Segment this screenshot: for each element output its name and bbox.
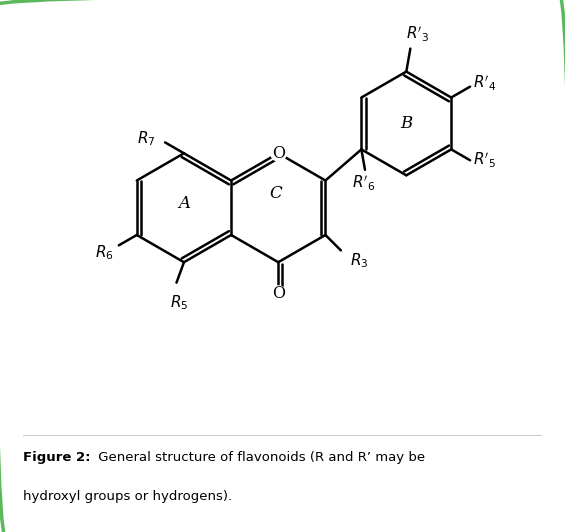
Text: hydroxyl groups or hydrogens).: hydroxyl groups or hydrogens). bbox=[23, 489, 232, 503]
Text: O: O bbox=[272, 145, 285, 162]
Text: $R_3$: $R_3$ bbox=[350, 252, 368, 270]
Text: $R_5$: $R_5$ bbox=[170, 293, 188, 312]
Text: $R'_3$: $R'_3$ bbox=[406, 24, 429, 44]
Text: $R_6$: $R_6$ bbox=[95, 244, 114, 262]
Text: A: A bbox=[178, 195, 190, 212]
Text: $R'_5$: $R'_5$ bbox=[473, 151, 497, 170]
Text: O: O bbox=[272, 285, 285, 302]
Text: $R_7$: $R_7$ bbox=[137, 129, 156, 148]
Text: Figure 2:: Figure 2: bbox=[23, 451, 90, 464]
Text: $R'_4$: $R'_4$ bbox=[473, 73, 497, 93]
Text: General structure of flavonoids (R and R’ may be: General structure of flavonoids (R and R… bbox=[94, 451, 425, 464]
Text: B: B bbox=[400, 115, 412, 132]
Text: C: C bbox=[270, 185, 282, 202]
Text: $R'_6$: $R'_6$ bbox=[352, 173, 376, 193]
